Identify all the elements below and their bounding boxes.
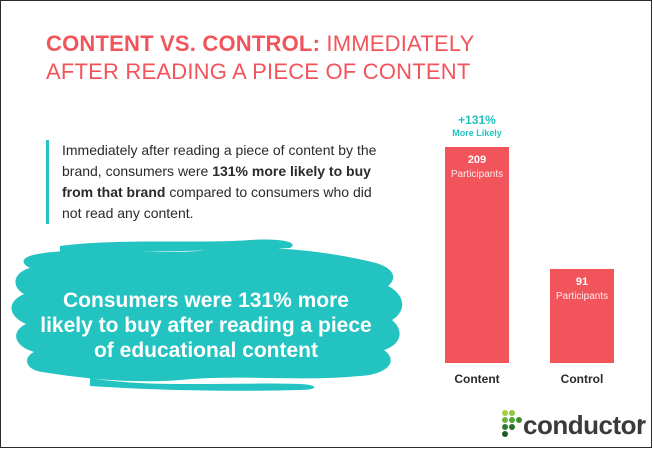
bar-unit-label: Participants — [556, 291, 608, 302]
quote-block: Immediately after reading a piece of con… — [46, 140, 392, 224]
brand-name: conductor — [523, 410, 646, 440]
annotation-label: More Likely — [452, 128, 502, 138]
category-label: Content — [454, 372, 499, 386]
slide-title: CONTENT VS. CONTROL: IMMEDIATELY AFTER R… — [46, 30, 516, 86]
quote-part2: compared to consumers who did not read a… — [62, 184, 372, 221]
bar-chart: 209 Participants Content +131%More Likely 91… — [445, 113, 614, 386]
title-bold: CONTENT VS. CONTROL: — [46, 31, 321, 56]
category-label: Control — [561, 372, 604, 386]
bar-content — [445, 147, 509, 363]
logo-dots-icon — [502, 410, 522, 437]
bar-control — [550, 268, 614, 363]
bar-unit-label: Participants — [451, 169, 503, 180]
bar-value-label: 91 — [576, 276, 588, 288]
title-rest: IMMEDIATELY AFTER READING A PIECE OF CON… — [46, 31, 475, 84]
quote-part1: Immediately after reading a piece of con… — [62, 142, 377, 179]
bar-value-label: 209 — [468, 154, 486, 166]
callout-brush-shape — [0, 232, 410, 392]
callout-text: Consumers were 131% more likely to buy a… — [40, 289, 372, 362]
conductor-logo — [500, 406, 650, 442]
annotation-percent: +131% — [458, 113, 496, 127]
quote-bold: 131% more likely to buy from that brand — [62, 163, 371, 200]
logo-trademark-dot — [638, 419, 642, 423]
